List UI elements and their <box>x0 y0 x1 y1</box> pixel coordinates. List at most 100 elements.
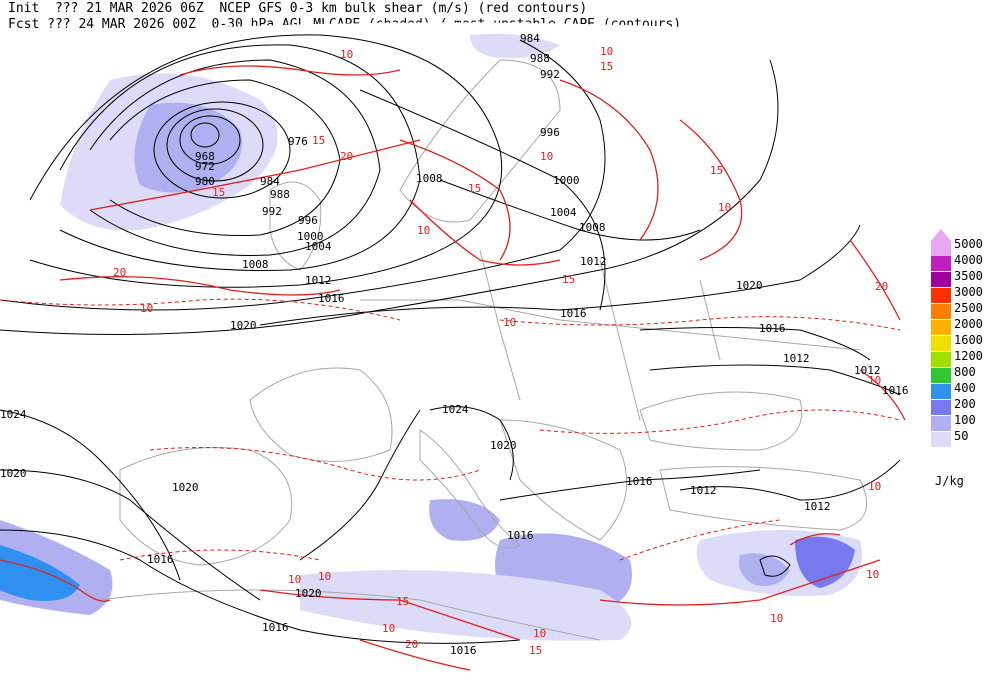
cape-area-levant <box>739 553 790 586</box>
isobar-label: 1012 <box>305 274 332 287</box>
legend-swatch <box>931 256 951 271</box>
legend-swatch <box>931 241 951 256</box>
legend-swatch <box>931 336 951 351</box>
shear-label: 10 <box>718 201 731 214</box>
isobar-label: 1016 <box>626 475 653 488</box>
isobar-label: 1016 <box>882 384 909 397</box>
legend-swatch <box>931 304 951 319</box>
legend-swatch <box>931 352 951 367</box>
legend-label: 400 <box>954 381 976 395</box>
isobar-label: 988 <box>270 188 290 201</box>
isobar-label: 1012 <box>580 255 607 268</box>
border-central-europe <box>360 299 861 351</box>
isobar-label: 968 <box>195 150 215 163</box>
isobar-label: 992 <box>540 68 560 81</box>
cape-area-atlantic-low-inner <box>134 102 242 193</box>
isobar-label: 1004 <box>550 206 577 219</box>
coastline-italy <box>419 429 521 549</box>
isobar-low-center <box>190 122 220 148</box>
isobar-label: 1000 <box>553 174 580 187</box>
legend-arrow-icon <box>931 229 951 241</box>
shear-label: 15 <box>562 273 575 286</box>
isobar-label: 992 <box>262 205 282 218</box>
legend-swatch <box>931 400 951 415</box>
isobar-label: 972 <box>195 160 215 173</box>
shear-label: 10 <box>503 316 516 329</box>
coastline-balkans <box>499 419 628 541</box>
shear-label: 10 <box>417 224 430 237</box>
isobar-label: 1016 <box>147 553 174 566</box>
isobar-label: 980 <box>195 175 215 188</box>
shear-label: 10 <box>770 612 783 625</box>
shear-label: 15 <box>600 60 613 73</box>
cape-area-mediterranean-band <box>300 570 632 641</box>
legend-swatch <box>931 432 951 447</box>
coastline-iberia <box>119 447 293 566</box>
coastline-france <box>249 367 393 462</box>
coastlines-borders <box>99 59 868 641</box>
legend-swatch <box>931 384 951 399</box>
legend-swatch <box>931 368 951 383</box>
isobar-label: 1016 <box>262 621 289 634</box>
shear-label: 10 <box>866 568 879 581</box>
isobar-label: 1012 <box>804 500 831 513</box>
shear-label: 10 <box>288 573 301 586</box>
isobar-label-layer: 984 988 992 996 976 968 972 980 984 988 … <box>0 32 909 657</box>
isobar-label: 1008 <box>242 258 269 271</box>
isobar-label: 1020 <box>490 439 517 452</box>
shear-label: 10 <box>868 374 881 387</box>
legend-label: 50 <box>954 429 969 443</box>
shear-label: 10 <box>382 622 395 635</box>
isobar-label: 984 <box>260 175 280 188</box>
isobar-label: 1016 <box>759 322 786 335</box>
isobar-label: 1000 <box>297 230 324 243</box>
isobar-label: 1008 <box>579 221 606 234</box>
isobar-label: 1016 <box>450 644 477 657</box>
legend-label: 100 <box>954 413 976 427</box>
isobar-label: 1012 <box>783 352 810 365</box>
isobar-label: 1024 <box>0 408 27 421</box>
cape-area-southwest-inner <box>0 545 80 601</box>
isobar-label: 984 <box>520 32 540 45</box>
shear-label: 10 <box>340 48 353 61</box>
isobar-label: 976 <box>288 135 308 148</box>
legend-swatch <box>931 272 951 287</box>
isobar-label: 1012 <box>854 364 881 377</box>
shear-label: 10 <box>540 150 553 163</box>
shear-label: 15 <box>312 134 325 147</box>
legend-label: 3500 <box>954 269 983 283</box>
isobar-label: 1016 <box>507 529 534 542</box>
shear-label: 20 <box>113 266 126 279</box>
shear-contours-dashed <box>0 298 901 561</box>
shear-label: 15 <box>710 164 723 177</box>
legend-label: 800 <box>954 365 976 379</box>
legend-label: 3000 <box>954 285 983 299</box>
shear-label: 10 <box>533 627 546 640</box>
shear-contours <box>0 65 906 671</box>
shear-label: 20 <box>875 280 888 293</box>
shear-label: 10 <box>600 45 613 58</box>
border-eastern-europe <box>479 249 721 421</box>
isobar-label: 988 <box>530 52 550 65</box>
legend-label: 5000 <box>954 237 983 251</box>
isobar-label: 1016 <box>560 307 587 320</box>
shear-label: 15 <box>529 644 542 657</box>
legend-label: 2000 <box>954 317 983 331</box>
isobar-label: 1020 <box>736 279 763 292</box>
shear-label: 15 <box>468 182 481 195</box>
cape-area-tyrrhenian <box>429 499 500 541</box>
coastline-turkey <box>659 466 868 531</box>
coastline-north-africa <box>99 589 601 641</box>
legend-swatch <box>931 288 951 303</box>
isobar-label: 1020 <box>172 481 199 494</box>
legend-label: 200 <box>954 397 976 411</box>
legend-label: 2500 <box>954 301 983 315</box>
shear-label: 20 <box>340 150 353 163</box>
shear-label: 10 <box>140 302 153 315</box>
isobar-label: 1020 <box>230 319 257 332</box>
isobar-label: 1020 <box>295 587 322 600</box>
legend-label: 1200 <box>954 349 983 363</box>
cape-area-north-sea <box>470 33 560 59</box>
legend-unit: J/kg <box>935 474 964 488</box>
